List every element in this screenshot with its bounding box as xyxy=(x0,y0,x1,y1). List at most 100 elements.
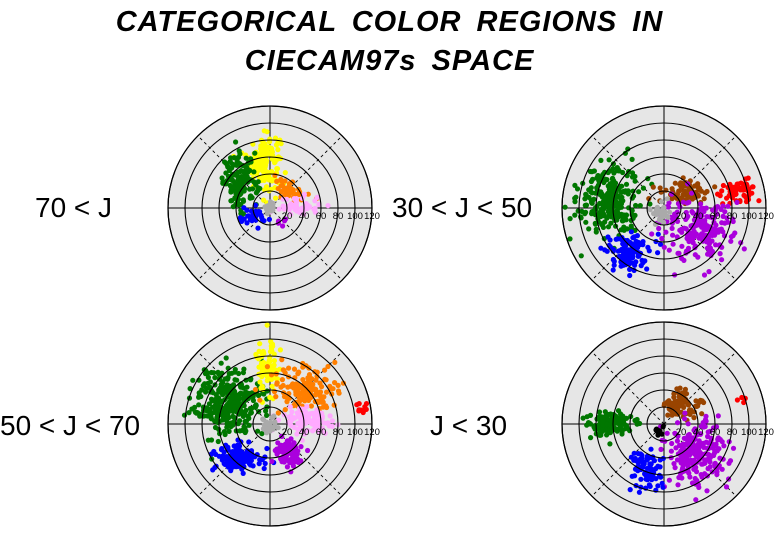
radial-gridline xyxy=(252,406,288,442)
data-point xyxy=(279,357,285,363)
data-point xyxy=(324,404,330,411)
data-point xyxy=(616,253,622,260)
data-point xyxy=(674,457,681,463)
data-point xyxy=(300,391,306,397)
data-point xyxy=(249,215,255,221)
data-point xyxy=(693,231,699,237)
data-point xyxy=(286,181,293,187)
data-point xyxy=(607,441,613,447)
data-point xyxy=(321,420,327,426)
data-point xyxy=(319,396,325,402)
data-point xyxy=(282,407,288,413)
data-point xyxy=(655,250,661,256)
data-point xyxy=(272,172,278,178)
data-point xyxy=(659,235,665,242)
data-point xyxy=(668,448,675,454)
data-point xyxy=(657,216,663,222)
data-point xyxy=(604,177,610,183)
data-point xyxy=(629,251,636,257)
radial-gridline xyxy=(167,105,373,311)
data-point xyxy=(186,410,192,416)
data-point xyxy=(252,150,258,156)
data-point xyxy=(660,484,666,490)
data-point xyxy=(632,178,638,184)
data-point xyxy=(562,204,568,210)
data-point xyxy=(280,183,286,189)
data-point xyxy=(252,202,259,208)
data-point xyxy=(653,211,659,218)
data-point xyxy=(248,457,254,464)
data-point xyxy=(252,387,259,393)
data-point xyxy=(679,475,685,481)
data-point xyxy=(720,182,727,189)
data-point xyxy=(610,166,616,172)
data-point xyxy=(720,213,726,219)
data-point xyxy=(219,457,225,463)
data-point xyxy=(325,203,331,209)
data-point xyxy=(628,229,635,235)
data-point xyxy=(261,197,267,203)
data-point xyxy=(738,180,744,186)
data-point xyxy=(604,215,610,221)
data-point xyxy=(623,243,629,249)
data-point xyxy=(695,254,701,260)
data-point xyxy=(211,397,217,403)
data-point xyxy=(291,366,298,372)
data-point xyxy=(273,394,279,400)
data-point xyxy=(741,399,747,406)
data-point xyxy=(291,202,297,208)
data-point xyxy=(637,203,643,209)
data-point xyxy=(583,193,589,199)
data-point xyxy=(667,209,673,215)
radial-gridline xyxy=(629,173,699,243)
data-point xyxy=(622,150,629,156)
data-point xyxy=(602,196,608,202)
data-point xyxy=(717,251,723,257)
data-point xyxy=(613,236,619,242)
data-point xyxy=(638,476,644,482)
data-point xyxy=(234,393,240,400)
data-point xyxy=(606,207,612,213)
data-point xyxy=(264,445,270,452)
data-point xyxy=(675,407,681,413)
data-point xyxy=(259,431,265,437)
radial-tick-label: 20 xyxy=(676,211,687,222)
data-point xyxy=(602,414,608,420)
data-point xyxy=(270,204,276,210)
data-point xyxy=(728,238,734,244)
data-point xyxy=(274,178,280,184)
data-point xyxy=(699,411,705,417)
data-point xyxy=(706,250,712,256)
data-point xyxy=(647,207,653,213)
data-point xyxy=(645,244,651,250)
data-point xyxy=(608,411,614,417)
radial-gridline xyxy=(578,338,750,510)
data-point xyxy=(240,395,246,401)
radial-tick-label: 120 xyxy=(758,427,774,438)
data-point xyxy=(242,418,248,424)
data-point xyxy=(647,461,653,467)
data-point xyxy=(269,169,275,175)
data-point xyxy=(617,200,623,206)
data-point xyxy=(314,389,320,395)
data-point xyxy=(226,428,232,434)
radial-gridline xyxy=(218,372,322,476)
data-point xyxy=(600,418,606,425)
data-point xyxy=(610,161,617,167)
data-point xyxy=(574,186,581,192)
data-point xyxy=(233,446,239,452)
data-point xyxy=(633,202,639,209)
data-point xyxy=(678,195,684,202)
data-point xyxy=(649,231,655,237)
data-point xyxy=(244,207,250,213)
data-point xyxy=(658,210,664,216)
data-point xyxy=(306,386,312,392)
data-point xyxy=(681,188,688,194)
data-point xyxy=(287,404,293,410)
radial-gridline xyxy=(184,122,356,294)
data-point xyxy=(655,463,661,469)
radial-gridline xyxy=(561,105,767,311)
radial-tick-label: 100 xyxy=(347,211,363,222)
data-point xyxy=(274,381,280,387)
data-point xyxy=(698,398,705,404)
